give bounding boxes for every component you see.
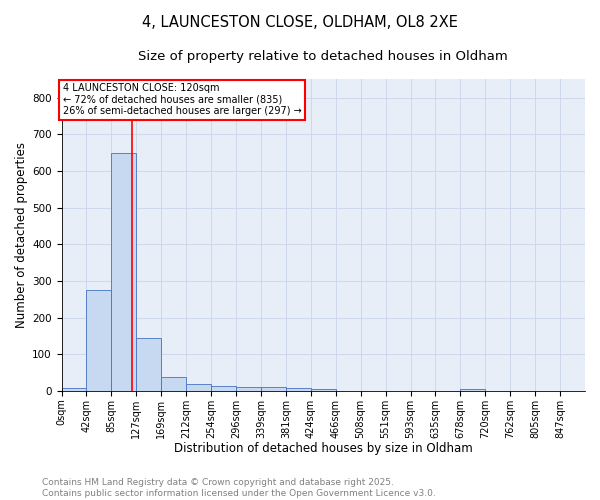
Bar	[286, 388, 311, 391]
Bar	[86, 290, 112, 391]
Bar	[311, 390, 336, 391]
Title: Size of property relative to detached houses in Oldham: Size of property relative to detached ho…	[139, 50, 508, 63]
Bar	[161, 377, 186, 391]
Text: 4 LAUNCESTON CLOSE: 120sqm
← 72% of detached houses are smaller (835)
26% of sem: 4 LAUNCESTON CLOSE: 120sqm ← 72% of deta…	[62, 83, 301, 116]
Bar	[236, 387, 261, 391]
Bar	[136, 338, 161, 391]
Text: Contains HM Land Registry data © Crown copyright and database right 2025.
Contai: Contains HM Land Registry data © Crown c…	[42, 478, 436, 498]
Bar	[62, 388, 86, 391]
Text: 4, LAUNCESTON CLOSE, OLDHAM, OL8 2XE: 4, LAUNCESTON CLOSE, OLDHAM, OL8 2XE	[142, 15, 458, 30]
Bar	[261, 387, 286, 391]
Y-axis label: Number of detached properties: Number of detached properties	[15, 142, 28, 328]
Bar	[112, 154, 136, 391]
Bar	[460, 389, 485, 391]
Bar	[186, 384, 211, 391]
X-axis label: Distribution of detached houses by size in Oldham: Distribution of detached houses by size …	[174, 442, 473, 455]
Bar	[211, 386, 236, 391]
